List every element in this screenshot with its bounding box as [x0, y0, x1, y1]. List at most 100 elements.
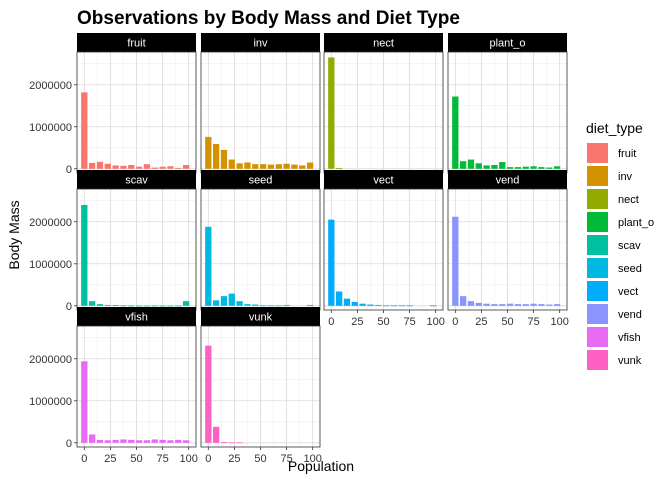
bar — [275, 305, 282, 307]
x-tick-label: 0 — [205, 453, 211, 465]
bar — [306, 162, 314, 169]
bar — [88, 162, 96, 169]
bar — [128, 165, 135, 169]
facet-strip — [201, 307, 320, 326]
legend-label: seed — [618, 263, 642, 275]
bar — [120, 305, 127, 307]
bar — [375, 304, 382, 306]
bar — [228, 159, 235, 169]
bar — [514, 304, 522, 306]
legend-label: inv — [618, 171, 633, 183]
bar — [530, 166, 537, 169]
bar — [212, 426, 220, 443]
bar — [267, 164, 275, 169]
bar — [522, 166, 529, 169]
bar — [390, 305, 398, 307]
bar — [299, 165, 306, 169]
facet-panel-inv: inv — [200, 33, 321, 174]
bar — [398, 305, 405, 307]
legend-key-fruit — [587, 143, 608, 163]
y-tick-label: 0 — [66, 301, 72, 313]
bar — [382, 305, 390, 307]
bar — [506, 303, 514, 306]
y-tick-label: 0 — [66, 438, 72, 450]
facet-strip — [201, 170, 320, 189]
x-tick-label: 100 — [180, 453, 198, 465]
y-tick-label: 1000000 — [29, 259, 72, 271]
bar — [182, 440, 190, 443]
legend-key-plant_o — [587, 212, 608, 232]
bar — [104, 440, 111, 443]
bar — [167, 305, 174, 307]
legend-key-scav — [587, 235, 608, 255]
bar — [306, 304, 314, 306]
facet-strip-label: plant_o — [489, 38, 525, 50]
facet-panel-vend: vend 0 25 50 75 100 — [447, 170, 569, 328]
bar — [135, 166, 143, 169]
facet-panel-plant_o: plant_o — [447, 33, 568, 174]
bar — [236, 442, 243, 444]
facet-panel-fruit: fruit 0 1000000 2000000 — [29, 33, 197, 176]
legend-label: vend — [618, 309, 642, 321]
bar — [244, 162, 251, 169]
legend-key-vfish — [587, 327, 608, 347]
bar — [467, 159, 475, 169]
bar — [182, 165, 190, 169]
bar — [283, 304, 290, 306]
x-tick-label: 100 — [551, 316, 569, 328]
bar — [291, 164, 298, 169]
bar — [96, 161, 104, 169]
legend-key-seed — [587, 258, 608, 278]
x-tick-label: 25 — [475, 316, 487, 328]
legend-key-nect — [587, 189, 608, 209]
facet-strip-label: nect — [373, 38, 394, 50]
y-tick-label: 1000000 — [29, 122, 72, 134]
bar — [328, 219, 335, 306]
x-tick-label: 75 — [280, 453, 292, 465]
bar — [244, 304, 251, 306]
facet-strip-label: vend — [496, 175, 520, 187]
bar — [120, 165, 127, 169]
x-tick-label: 0 — [81, 453, 87, 465]
x-tick-label: 100 — [304, 453, 322, 465]
bar — [351, 302, 358, 306]
bar — [335, 167, 343, 169]
facet-strip-label: vunk — [249, 312, 273, 324]
bar — [252, 304, 259, 306]
facet-strip — [324, 33, 443, 52]
bar — [499, 304, 506, 306]
facet-strip-label: inv — [253, 38, 268, 50]
bar — [81, 204, 88, 306]
bar — [275, 164, 282, 169]
bar — [429, 305, 437, 307]
bar — [367, 304, 374, 306]
legend-label: vect — [618, 286, 638, 298]
bar — [283, 163, 290, 169]
x-axis-title: Population — [288, 458, 354, 474]
bar — [228, 442, 235, 444]
bar — [522, 304, 529, 306]
x-tick-label: 50 — [130, 453, 142, 465]
y-tick-label: 1000000 — [29, 396, 72, 408]
legend-key-inv — [587, 166, 608, 186]
legend-label: scav — [618, 240, 641, 252]
bar — [483, 303, 490, 306]
bar — [175, 305, 182, 307]
bar — [120, 439, 127, 443]
x-tick-label: 100 — [427, 316, 445, 328]
bar — [212, 144, 220, 169]
bar — [475, 163, 482, 169]
x-tick-label: 25 — [351, 316, 363, 328]
facet-strip-label: seed — [249, 175, 273, 187]
bar — [546, 304, 553, 306]
bar — [175, 167, 182, 169]
bar — [135, 440, 143, 443]
bar — [359, 303, 366, 306]
x-tick-label: 25 — [228, 453, 240, 465]
y-tick-label: 2000000 — [29, 354, 72, 366]
facet-panel-scav: scav 0 1000000 2000000 — [29, 170, 197, 313]
y-tick-label: 2000000 — [29, 217, 72, 229]
bar — [104, 163, 111, 169]
bar — [220, 149, 228, 169]
